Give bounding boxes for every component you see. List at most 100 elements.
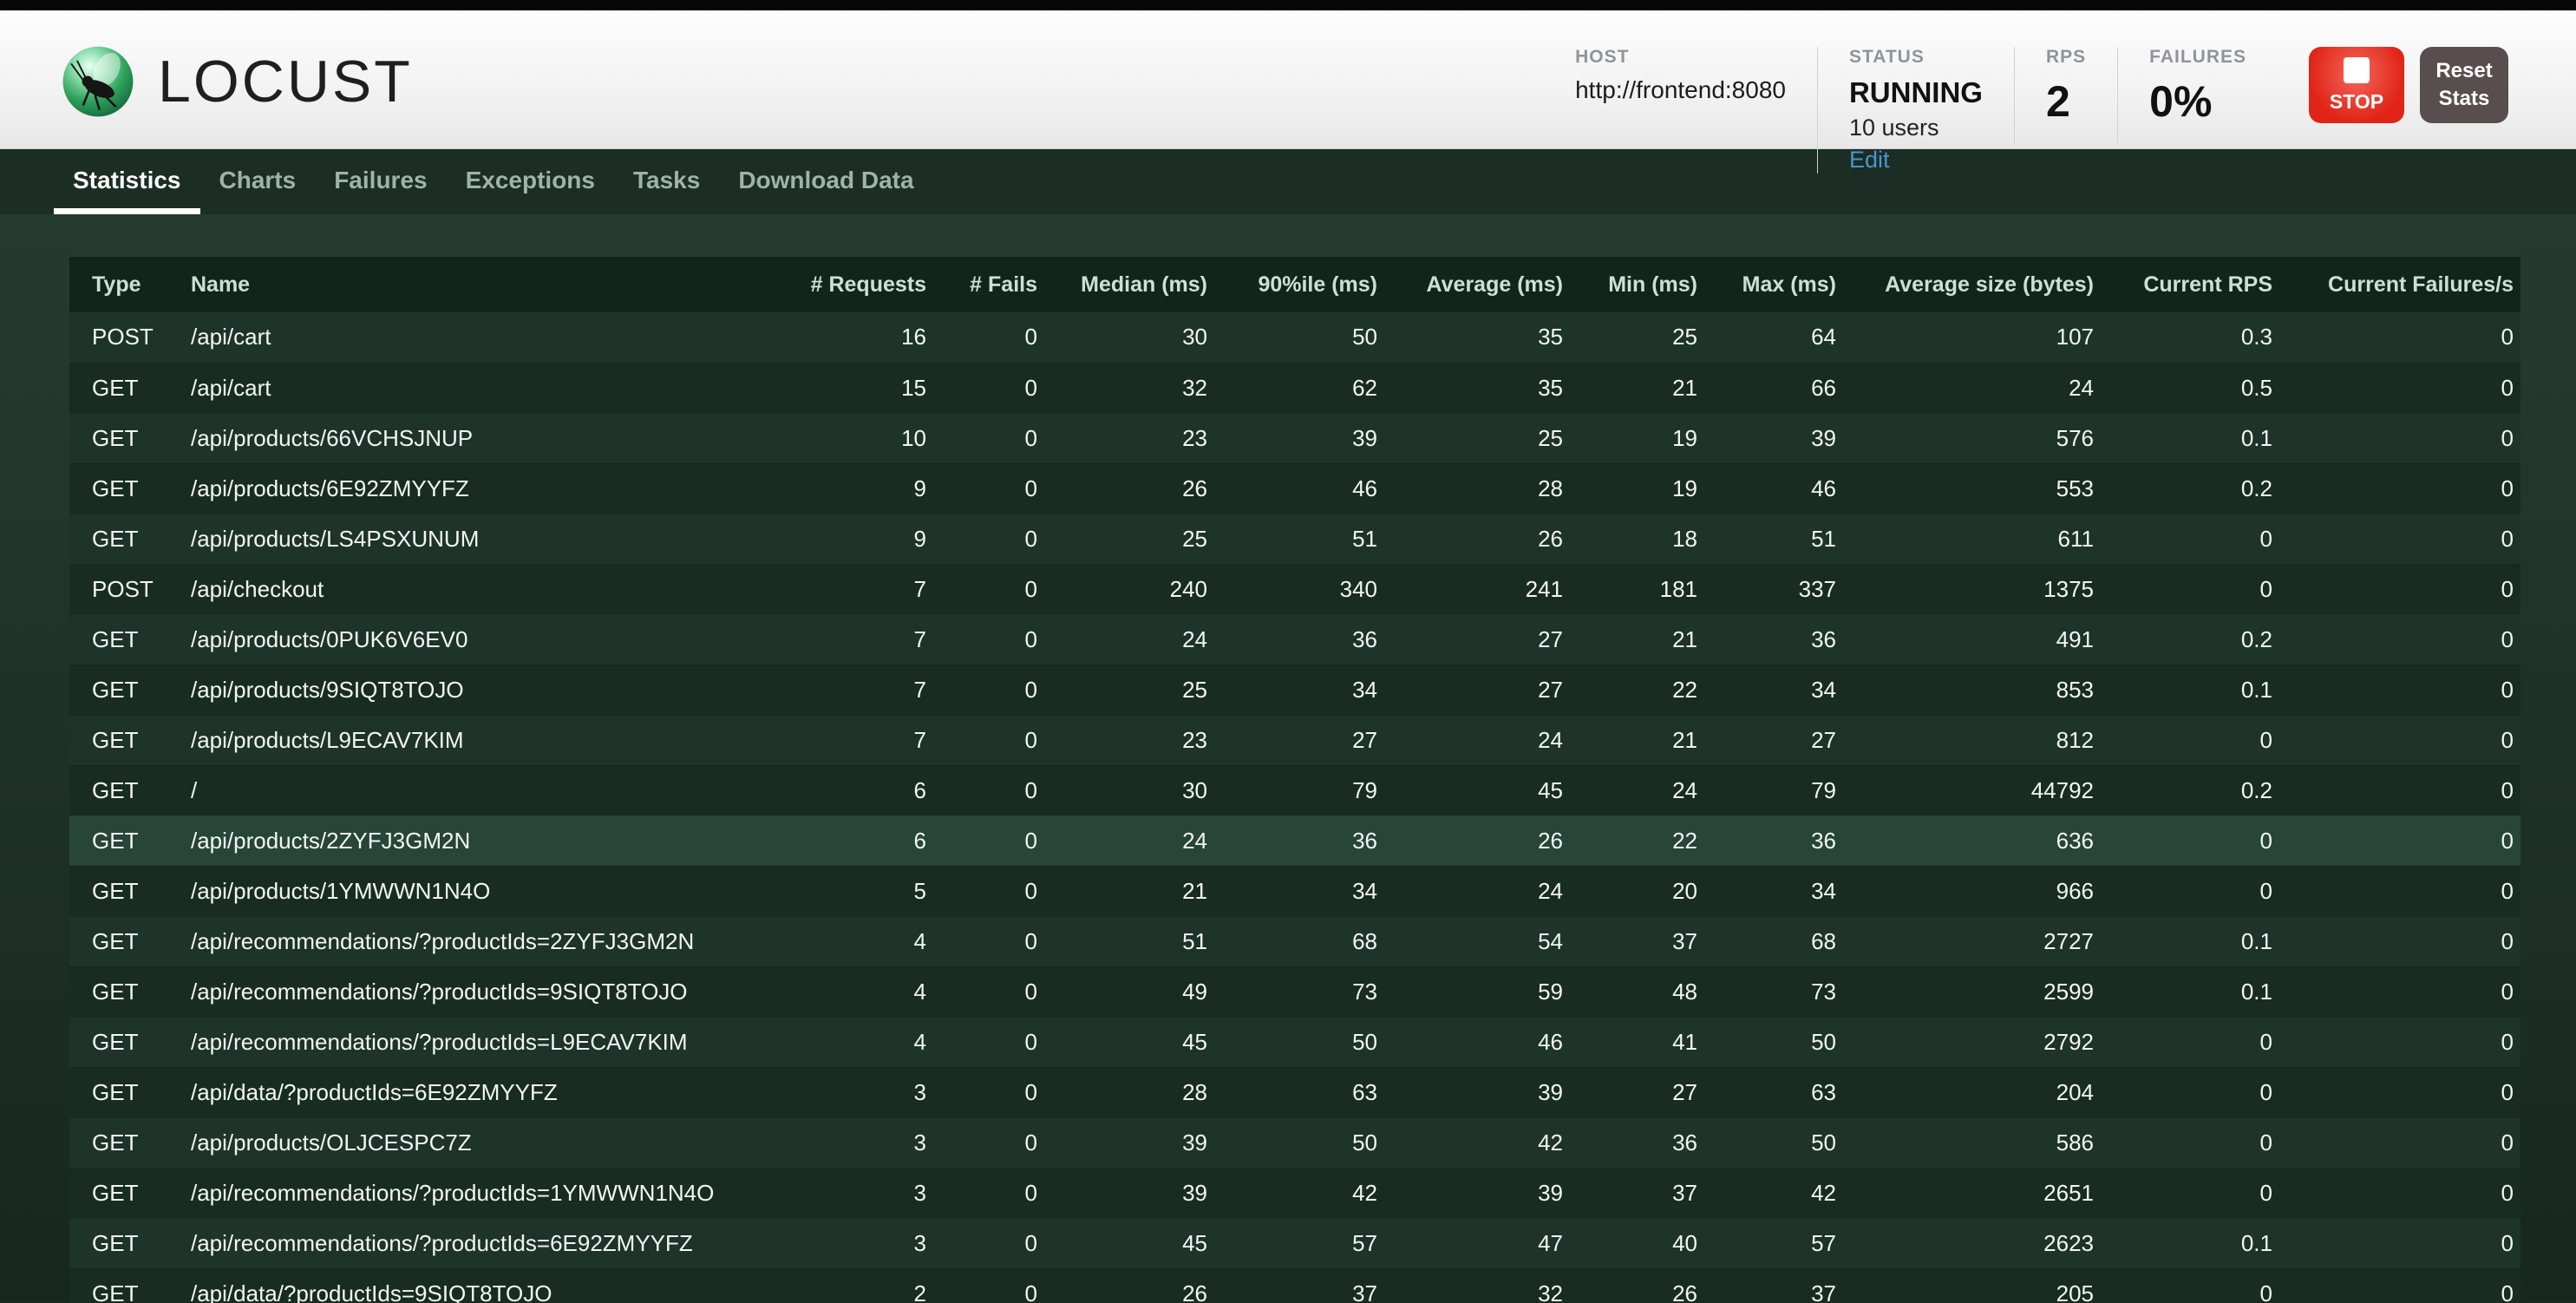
cell-max: 50 [1697,1017,1836,1068]
cell-median: 23 [1037,413,1207,464]
cell-min: 41 [1563,1017,1697,1068]
tab-failures[interactable]: Failures [334,167,428,193]
col-header-max[interactable]: Max (ms) [1697,257,1836,312]
stop-button[interactable]: STOP [2309,47,2404,123]
cell-current-rps: 0 [2094,564,2272,615]
cell-max: 34 [1697,665,1836,716]
col-header-fails[interactable]: # Fails [926,257,1037,312]
cell-min: 20 [1563,866,1697,917]
page-body: Type Name # Requests # Fails Median (ms)… [0,214,2576,1303]
cell-fails: 0 [926,765,1037,816]
table-row: GET/api/data/?productIds=9SIQT8TOJO 2 0 26 3… [69,1268,2520,1303]
cell-current-rps: 0.2 [2094,614,2272,665]
locust-logo-link[interactable]: LOCUST [61,44,413,119]
table-body: POST/api/cart 16 0 30 50 35 25 64 107 0.3 0 GET/api… [69,312,2520,1303]
cell-p90: 63 [1207,1067,1377,1118]
cell-current-failures: 0 [2272,815,2520,867]
cell-average: 42 [1377,1117,1563,1169]
col-header-p90[interactable]: 90%ile (ms) [1207,257,1377,312]
col-header-current-failures[interactable]: Current Failures/s [2272,257,2520,312]
cell-requests: 6 [766,815,926,867]
cell-name: /api/cart [191,363,766,414]
rps-value: 2 [2045,77,2070,126]
table-row: GET/api/products/2ZYFJ3GM2N 6 0 24 36 26 22 36 6… [69,815,2520,867]
cell-average: 26 [1377,514,1563,565]
failures-value: 0% [2149,77,2213,126]
tab-statistics[interactable]: Statistics [54,149,200,214]
col-header-name[interactable]: Name [191,257,766,312]
cell-average: 35 [1377,312,1563,363]
col-header-avg-size[interactable]: Average size (bytes) [1836,257,2094,312]
tab-exceptions[interactable]: Exceptions [465,167,595,193]
cell-max: 337 [1697,564,1836,615]
cell-current-failures: 0 [2272,514,2520,565]
col-header-requests[interactable]: # Requests [766,257,926,312]
cell-avg-size: 204 [1836,1067,2094,1118]
cell-requests: 2 [766,1268,926,1303]
cell-p90: 51 [1207,514,1377,565]
cell-current-rps: 0.1 [2094,665,2272,716]
table-header: Type Name # Requests # Fails Median (ms)… [69,257,2520,312]
cell-max: 42 [1697,1168,1836,1219]
stop-button-label: STOP [2329,89,2384,113]
table-row: GET/api/data/?productIds=6E92ZMYYFZ 3 0 28 6… [69,1067,2520,1118]
col-header-current-rps[interactable]: Current RPS [2094,257,2272,312]
cell-type: POST [69,312,191,363]
cell-average: 54 [1377,916,1563,967]
col-header-min[interactable]: Min (ms) [1563,257,1697,312]
cell-average: 28 [1377,463,1563,514]
cell-min: 26 [1563,1268,1697,1303]
cell-name: /api/products/L9ECAV7KIM [191,715,766,766]
cell-name: /api/recommendations/?productIds=2ZYFJ3G… [191,916,766,967]
cell-name: /api/products/66VCHSJNUP [191,413,766,464]
cell-name: /api/recommendations/?productIds=L9ECAV7… [191,1017,766,1068]
cell-name: /api/data/?productIds=9SIQT8TOJO [191,1268,766,1303]
cell-type: GET [69,413,191,464]
cell-requests: 9 [766,514,926,565]
tab-charts[interactable]: Charts [219,167,297,193]
cell-current-rps: 0 [2094,1067,2272,1118]
cell-type: GET [69,1268,191,1303]
table-row: GET/api/products/0PUK6V6EV0 7 0 24 36 27 21 36 4… [69,614,2520,665]
col-header-type[interactable]: Type [69,257,191,312]
reset-stats-button[interactable]: Reset Stats [2420,47,2508,123]
cell-fails: 0 [926,514,1037,565]
cell-fails: 0 [926,463,1037,514]
cell-max: 64 [1697,312,1836,363]
col-header-average[interactable]: Average (ms) [1377,257,1563,312]
tab-tasks[interactable]: Tasks [632,167,701,193]
locust-logo-icon [62,46,134,116]
cell-current-rps: 0 [2094,1168,2272,1219]
cell-p90: 46 [1207,463,1377,514]
cell-max: 46 [1697,463,1836,514]
cell-name: /api/recommendations/?productIds=1YMWWN1… [191,1168,766,1219]
cell-min: 24 [1563,765,1697,816]
cell-type: GET [69,614,191,665]
cell-min: 21 [1563,614,1697,665]
cell-current-failures: 0 [2272,1218,2520,1269]
cell-avg-size: 812 [1836,715,2094,766]
cell-average: 46 [1377,1017,1563,1068]
cell-current-rps: 0 [2094,514,2272,565]
cell-p90: 36 [1207,614,1377,665]
cell-p90: 50 [1207,1017,1377,1068]
tab-download-data[interactable]: Download Data [738,167,914,193]
cell-fails: 0 [926,413,1037,464]
col-header-median[interactable]: Median (ms) [1037,257,1207,312]
cell-min: 40 [1563,1218,1697,1269]
cell-median: 23 [1037,715,1207,766]
cell-current-failures: 0 [2272,1017,2520,1068]
cell-requests: 3 [766,1218,926,1269]
cell-current-failures: 0 [2272,363,2520,414]
cell-min: 36 [1563,1117,1697,1169]
cell-avg-size: 966 [1836,866,2094,917]
edit-link[interactable]: Edit [1848,147,1890,173]
table-row: GET/api/products/9SIQT8TOJO 7 0 25 34 27 22 34 8… [69,665,2520,716]
cell-name: /api/products/LS4PSXUNUM [191,514,766,565]
app-header: LOCUST HOST http://frontend:8080 STATUS … [0,10,2576,174]
cell-type: GET [69,916,191,967]
cell-median: 28 [1037,1067,1207,1118]
cell-median: 30 [1037,765,1207,816]
cell-min: 22 [1563,665,1697,716]
cell-max: 73 [1697,966,1836,1018]
